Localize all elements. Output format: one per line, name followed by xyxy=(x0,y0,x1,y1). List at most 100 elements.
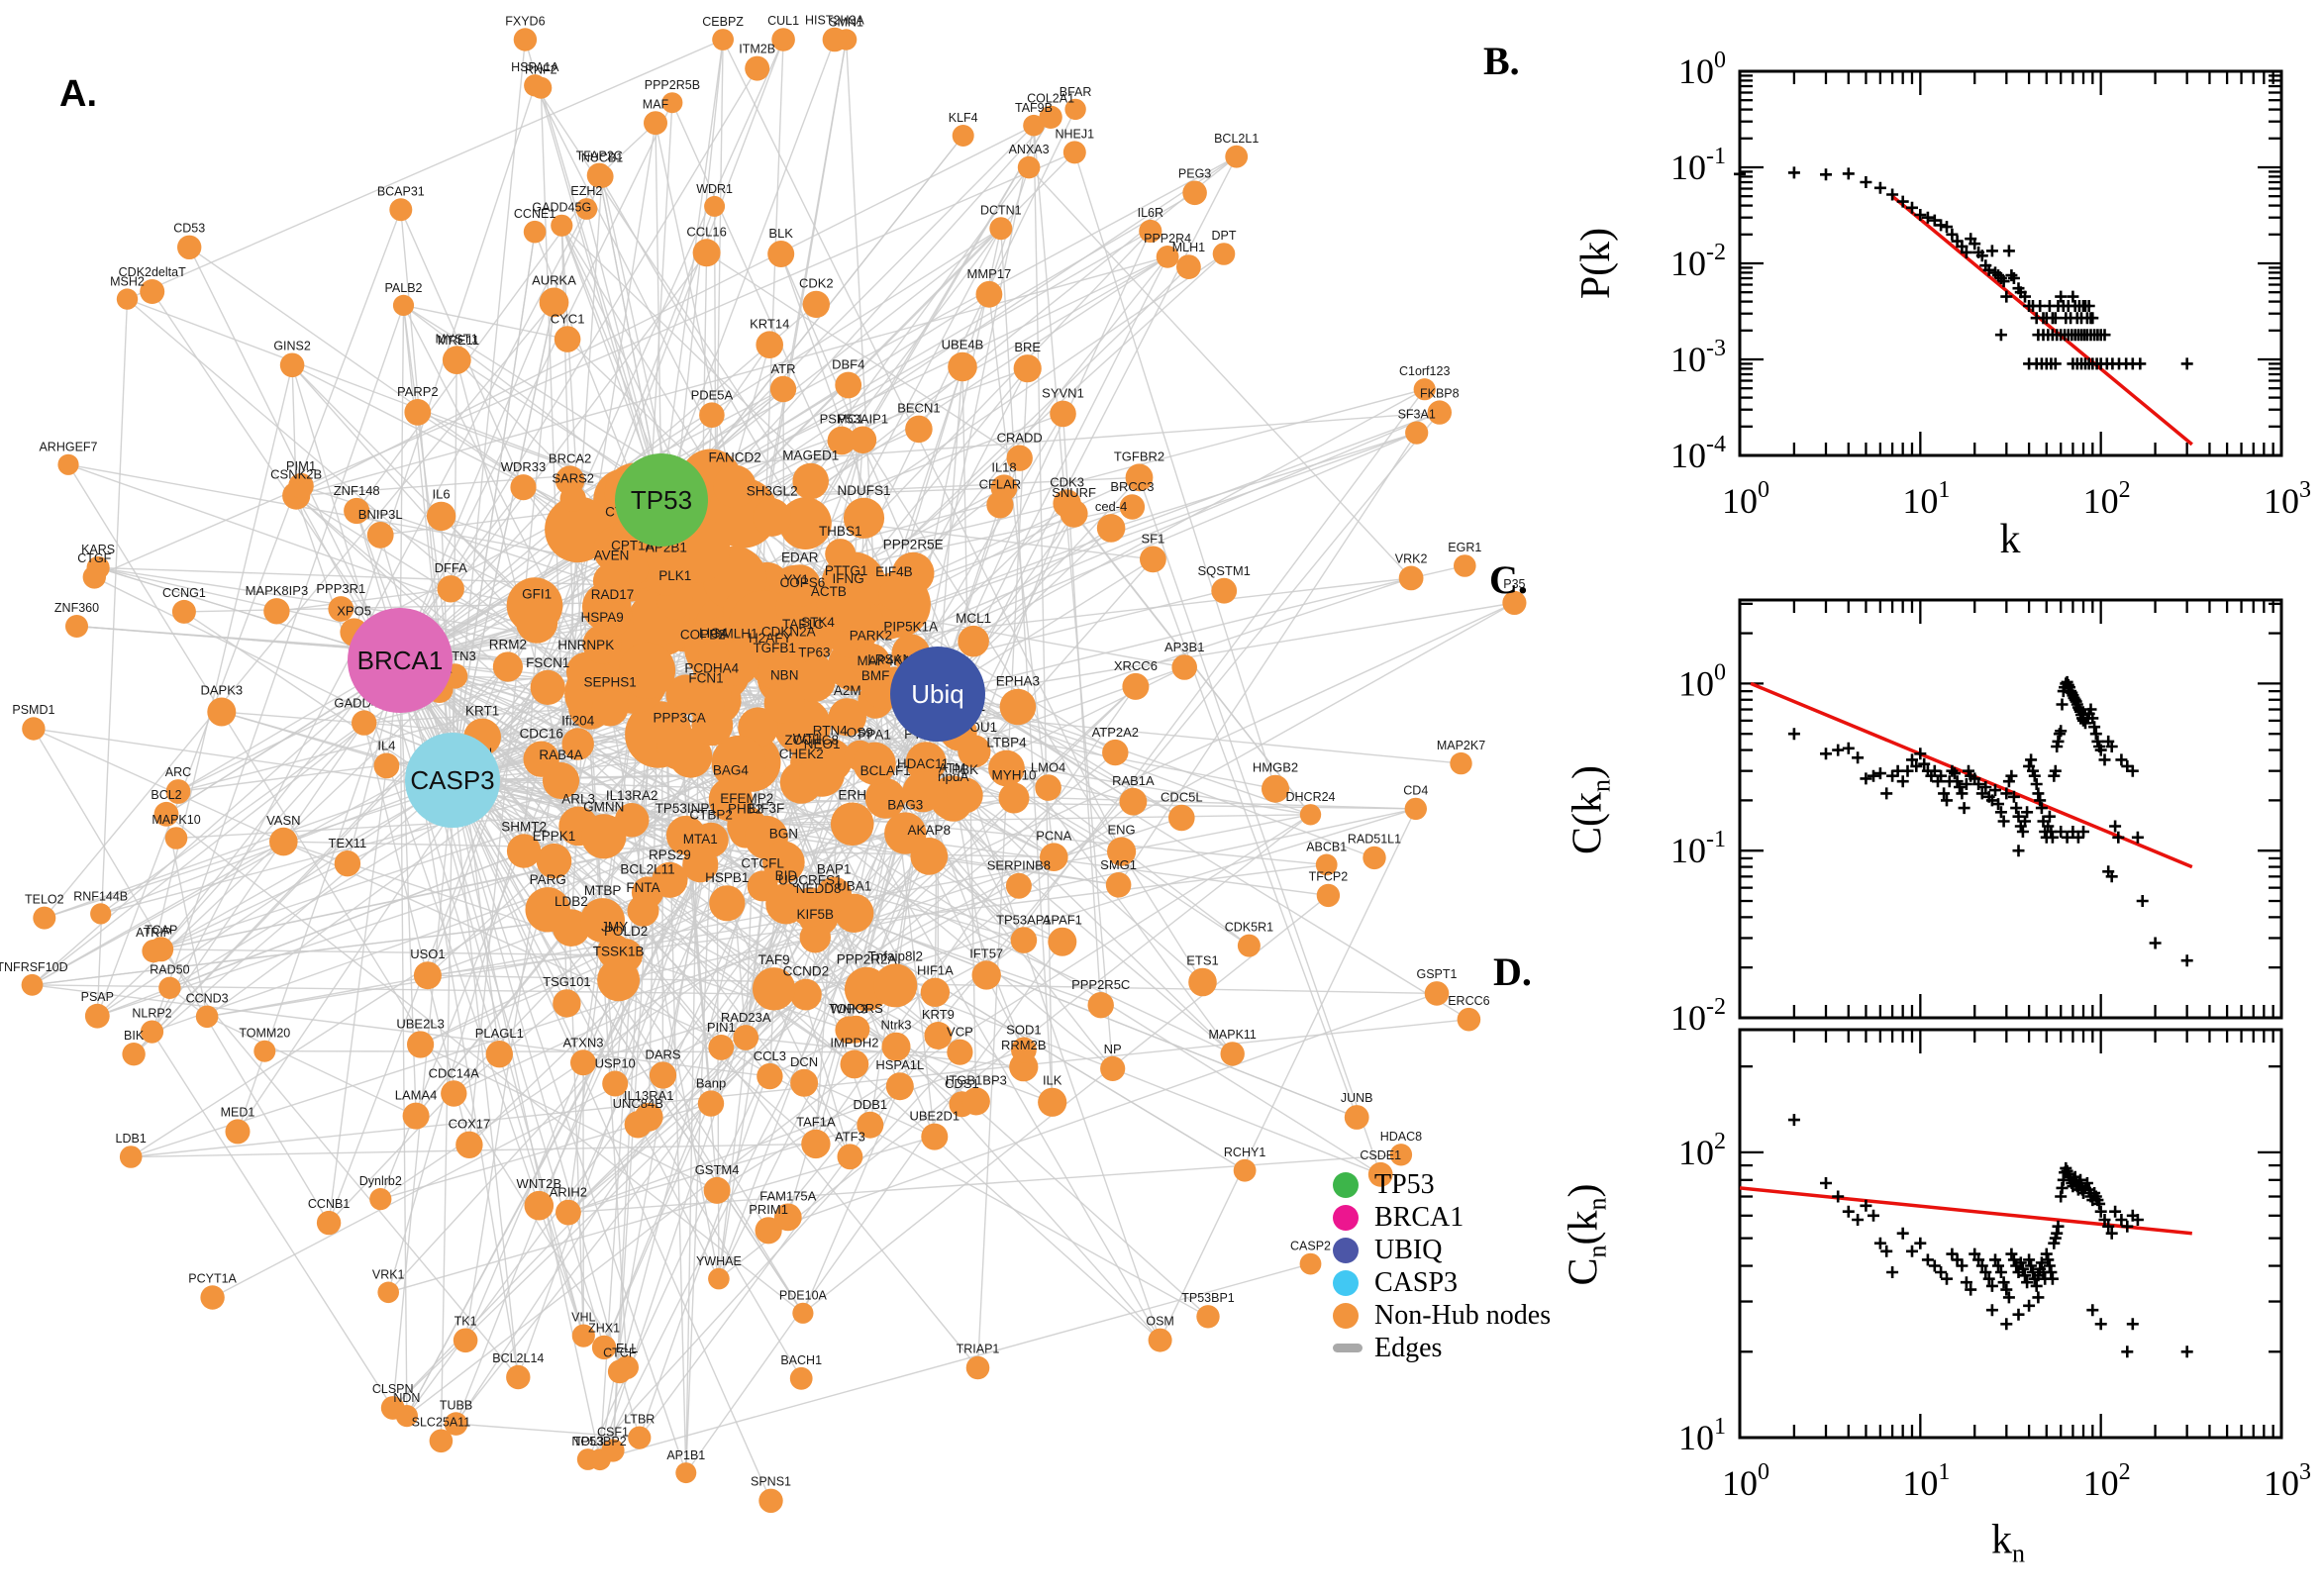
gene-label: BCL2 xyxy=(151,788,181,802)
tp53-swatch-icon xyxy=(1333,1171,1359,1198)
gene-label: MCL1 xyxy=(956,611,991,626)
gene-node xyxy=(1233,1158,1257,1182)
gene-label: BCL2L14 xyxy=(492,1351,544,1365)
gene-node xyxy=(924,1022,953,1049)
gene-label: KARS xyxy=(81,543,115,556)
axis-title-kn: kn xyxy=(1991,1517,2025,1568)
plus-marker xyxy=(1896,775,1909,788)
gene-label: HSPA9 xyxy=(581,610,624,625)
plus-marker xyxy=(1985,794,1998,807)
plus-marker xyxy=(2121,1220,2134,1233)
plus-marker xyxy=(2000,1283,2013,1296)
plus-marker xyxy=(1868,1209,1879,1222)
gene-label: MAF xyxy=(643,97,669,111)
gene-node xyxy=(758,654,792,690)
gene-node xyxy=(366,522,394,549)
gene-label: EDAR xyxy=(781,549,819,564)
plus-marker xyxy=(2032,787,2045,800)
gene-node xyxy=(1502,590,1527,616)
plus-marker xyxy=(1951,775,1964,788)
gene-node xyxy=(164,827,188,849)
gene-node xyxy=(1017,155,1041,179)
gene-node xyxy=(1125,463,1154,492)
plus-marker xyxy=(2007,1253,2020,1266)
gene-node xyxy=(207,697,237,727)
gene-label: TGFBR2 xyxy=(1114,449,1164,463)
gene-node xyxy=(373,752,400,779)
plus-marker xyxy=(1734,167,1746,180)
gene-label: HNRNPK xyxy=(557,638,614,652)
gene-label: CEBPZ xyxy=(702,15,744,29)
gene-label: COPS6 xyxy=(780,575,826,590)
gene-node xyxy=(1119,787,1148,816)
gene-node xyxy=(1107,837,1137,866)
gene-label: DAPK3 xyxy=(200,683,243,698)
gene-node xyxy=(575,198,598,220)
plus-marker xyxy=(2019,290,2031,303)
gene-label: SEPHS1 xyxy=(583,675,636,690)
gene-node xyxy=(116,288,139,310)
gene-label: PSAP xyxy=(81,990,114,1004)
gene-label: BRE xyxy=(1014,340,1041,354)
gene-node xyxy=(965,1355,990,1380)
gene-node xyxy=(263,598,290,625)
y-tick-label: 100 xyxy=(1678,659,1726,703)
gene-label: STK4 xyxy=(801,615,835,630)
plus-marker xyxy=(1997,815,2010,828)
gene-node xyxy=(713,464,757,508)
gene-label: CASP2 xyxy=(1290,1240,1331,1253)
gene-node xyxy=(905,742,947,783)
gene-label: SERPINB8 xyxy=(987,858,1051,873)
gene-node xyxy=(646,554,687,596)
gene-label: MAPK10 xyxy=(152,813,200,827)
gene-label: CCL16 xyxy=(686,224,726,239)
gene-node xyxy=(698,640,730,671)
gene-label: NUCB1 xyxy=(581,151,623,165)
gene-node xyxy=(857,1111,884,1139)
plus-marker xyxy=(1787,728,1800,741)
gene-node xyxy=(523,220,547,244)
plus-marker xyxy=(1946,228,1959,241)
gene-node xyxy=(1182,180,1207,206)
gene-node xyxy=(830,802,874,847)
gene-label: NOL3 xyxy=(571,1435,604,1448)
plus-marker xyxy=(2012,1308,2025,1321)
plus-marker xyxy=(2088,721,2101,734)
plus-marker xyxy=(2105,870,2118,883)
gene-node xyxy=(22,717,46,741)
plus-marker xyxy=(2025,1259,2038,1272)
gene-label: COL2A1 xyxy=(1027,92,1074,106)
gene-label: RRM2B xyxy=(1001,1038,1047,1052)
gene-label: SLC25A11 xyxy=(412,1416,471,1430)
gene-label: Banp xyxy=(696,1075,726,1090)
plus-marker xyxy=(2126,764,2139,777)
gene-node xyxy=(840,1049,869,1079)
gene-node xyxy=(570,1049,596,1076)
plus-marker xyxy=(1960,246,1972,258)
gene-label: SHMT2 xyxy=(501,819,547,834)
gene-label: TSSK1B xyxy=(593,944,645,958)
plus-marker xyxy=(1921,211,1934,224)
plus-marker xyxy=(2098,753,2111,766)
gene-label: DCN xyxy=(790,1054,818,1069)
gene-node xyxy=(1450,751,1472,775)
gene-node xyxy=(799,751,845,797)
gene-label: UBE2D1 xyxy=(910,1109,960,1124)
plus-marker xyxy=(1896,195,1909,208)
gene-node xyxy=(790,978,822,1011)
gene-node xyxy=(958,735,991,768)
gene-label: ARL3 xyxy=(561,792,595,807)
gene-node xyxy=(602,1070,629,1097)
gene-node xyxy=(84,1003,110,1029)
gene-label: TCAP xyxy=(145,923,177,937)
gene-node xyxy=(1176,254,1201,279)
x-tick-label: 100 xyxy=(1722,1459,1769,1503)
gene-node xyxy=(442,346,471,375)
plus-marker xyxy=(2005,1247,2018,1260)
plus-marker xyxy=(2046,1272,2059,1285)
gene-node xyxy=(835,371,862,399)
gene-label: WNT2B xyxy=(517,1176,562,1191)
gene-node xyxy=(1211,577,1238,604)
gene-label: BIK xyxy=(124,1029,145,1043)
